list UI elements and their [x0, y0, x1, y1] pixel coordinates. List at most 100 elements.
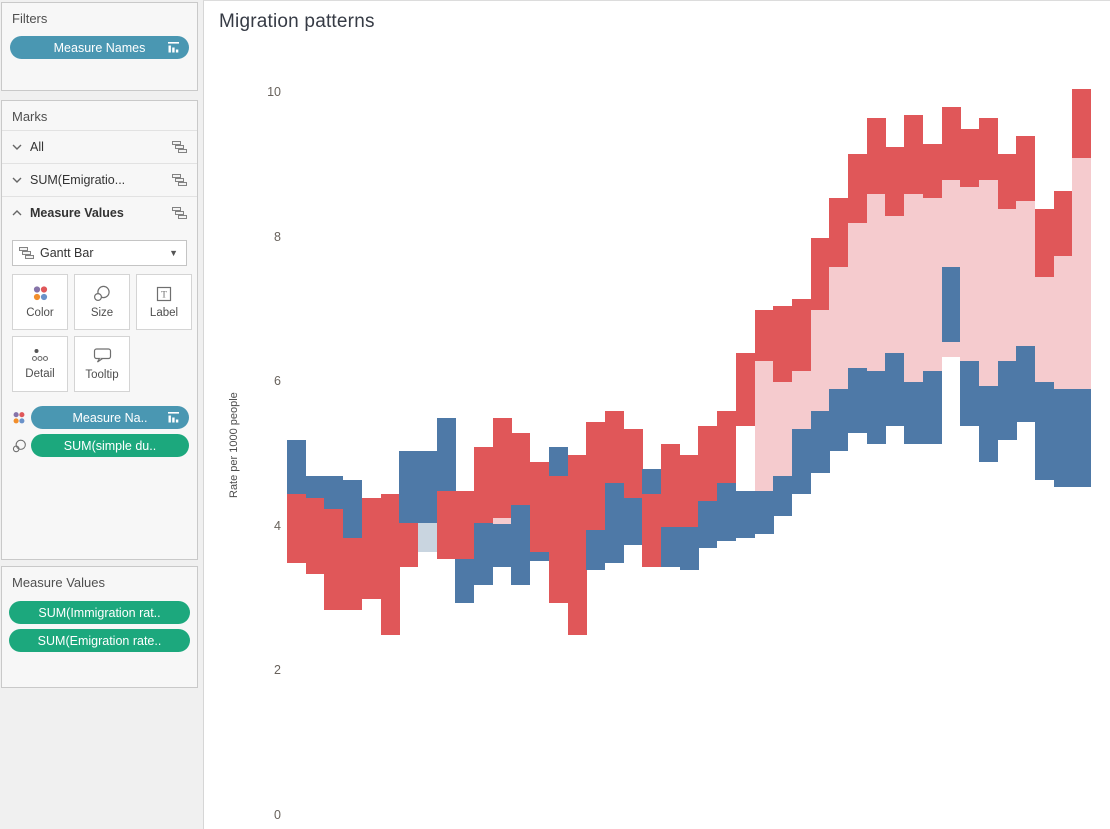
gantt-bar-segment[interactable]: [997, 154, 1017, 209]
gantt-bar-segment[interactable]: [773, 306, 793, 383]
gantt-bar-segment[interactable]: [941, 342, 961, 357]
gantt-bar-segment[interactable]: [829, 389, 849, 451]
tooltip-button[interactable]: Tooltip: [74, 336, 130, 392]
gantt-bar-segment[interactable]: [941, 179, 961, 267]
gantt-bar-segment[interactable]: [661, 526, 680, 567]
gantt-bar-segment[interactable]: [511, 505, 531, 585]
gantt-bar-segment[interactable]: [361, 497, 381, 600]
gantt-bar-segment[interactable]: [679, 454, 699, 527]
gantt-bar-segment[interactable]: [1035, 208, 1054, 278]
gantt-bar-segment[interactable]: [829, 266, 849, 390]
gantt-bar-segment[interactable]: [698, 501, 718, 549]
gantt-bar-segment[interactable]: [305, 497, 325, 574]
gantt-bar-segment[interactable]: [436, 490, 456, 560]
gantt-bar-segment[interactable]: [492, 518, 512, 524]
measure-values-pill-emigration[interactable]: SUM(Emigration rate..: [9, 629, 190, 652]
gantt-bar-segment[interactable]: [848, 223, 867, 368]
gantt-bar-segment[interactable]: [586, 421, 606, 531]
gantt-bar-segment[interactable]: [679, 526, 699, 571]
gantt-bar-segment[interactable]: [399, 523, 419, 567]
gantt-bar-segment[interactable]: [324, 476, 344, 509]
gantt-bar-segment[interactable]: [848, 367, 867, 433]
gantt-bar-segment[interactable]: [324, 508, 344, 610]
gantt-bar-segment[interactable]: [997, 360, 1017, 441]
gantt-bar-segment[interactable]: [1016, 136, 1036, 202]
gantt-bar-segment[interactable]: [530, 461, 550, 553]
gantt-bar-segment[interactable]: [1053, 255, 1073, 390]
gantt-bar-segment[interactable]: [717, 411, 737, 484]
gantt-bar-segment[interactable]: [343, 479, 363, 538]
gantt-bar-segment[interactable]: [978, 179, 998, 386]
gantt-bar-segment[interactable]: [548, 447, 568, 477]
gantt-bar-segment[interactable]: [399, 450, 419, 524]
gantt-bar-segment[interactable]: [829, 197, 849, 267]
gantt-bar-segment[interactable]: [417, 450, 437, 524]
gantt-bar-segment[interactable]: [343, 537, 363, 610]
gantt-bar-segment[interactable]: [810, 237, 830, 310]
gantt-bar-segment[interactable]: [474, 447, 493, 524]
gantt-bar-segment[interactable]: [380, 494, 400, 636]
gantt-bar-segment[interactable]: [997, 208, 1017, 361]
gantt-bar-segment[interactable]: [866, 118, 886, 195]
gantt-bar-segment[interactable]: [305, 476, 325, 498]
gantt-bar-segment[interactable]: [978, 118, 998, 180]
gantt-bar-segment[interactable]: [791, 429, 811, 495]
gantt-bar-segment[interactable]: [866, 194, 886, 372]
gantt-bar-segment[interactable]: [1072, 89, 1092, 159]
gantt-bar-segment[interactable]: [1053, 190, 1073, 256]
gantt-bar-segment[interactable]: [1072, 389, 1092, 488]
gantt-bar-segment[interactable]: [773, 382, 793, 477]
detail-button[interactable]: Detail: [12, 336, 68, 392]
gantt-bar-segment[interactable]: [661, 443, 680, 527]
gantt-bar-segment[interactable]: [848, 154, 867, 224]
gantt-bar-segment[interactable]: [717, 483, 737, 542]
gantt-bar-segment[interactable]: [941, 107, 961, 180]
gantt-bar-segment[interactable]: [735, 353, 755, 426]
gantt-bar-segment[interactable]: [866, 371, 886, 444]
gantt-bar-segment[interactable]: [604, 411, 624, 484]
label-button[interactable]: T Label: [136, 274, 192, 330]
gantt-bar-segment[interactable]: [586, 530, 606, 571]
gantt-bar-segment[interactable]: [492, 418, 512, 519]
gantt-bar-segment[interactable]: [1016, 201, 1036, 347]
gantt-bar-segment[interactable]: [436, 418, 456, 491]
marks-row-all[interactable]: All: [2, 130, 197, 163]
gantt-bar-segment[interactable]: [642, 468, 662, 495]
gantt-bar-segment[interactable]: [735, 490, 755, 538]
measure-values-pill-immigration[interactable]: SUM(Immigration rat..: [9, 601, 190, 624]
gantt-bar-segment[interactable]: [604, 483, 624, 563]
gantt-bar-segment[interactable]: [885, 353, 905, 426]
gantt-bar-segment[interactable]: [1072, 158, 1092, 390]
size-button[interactable]: Size: [74, 274, 130, 330]
gantt-bar-segment[interactable]: [960, 360, 980, 426]
marks-row-sum-emigration[interactable]: SUM(Emigratio...: [2, 163, 197, 196]
gantt-bar-segment[interactable]: [642, 494, 662, 567]
gantt-bar-segment[interactable]: [885, 215, 905, 354]
gantt-bar-segment[interactable]: [960, 186, 980, 361]
gantt-bar-segment[interactable]: [1035, 382, 1054, 480]
gantt-bar-segment[interactable]: [530, 552, 550, 562]
gantt-bar-segment[interactable]: [941, 266, 961, 343]
gantt-bar-segment[interactable]: [474, 523, 493, 585]
gantt-bar-segment[interactable]: [791, 299, 811, 372]
gantt-bar-segment[interactable]: [754, 360, 774, 491]
gantt-bar-segment[interactable]: [754, 490, 774, 535]
marks-row-measure-values[interactable]: Measure Values: [2, 196, 197, 229]
gantt-bar-segment[interactable]: [417, 523, 437, 553]
gantt-bar-segment[interactable]: [922, 143, 942, 198]
gantt-bar-segment[interactable]: [287, 440, 306, 495]
gantt-bar-segment[interactable]: [922, 197, 942, 372]
gantt-bar-segment[interactable]: [960, 129, 980, 187]
shelf-pill-measure-names[interactable]: Measure Na..: [31, 406, 189, 429]
gantt-bar-segment[interactable]: [287, 494, 306, 563]
gantt-bar-segment[interactable]: [1053, 389, 1073, 488]
gantt-bar-segment[interactable]: [810, 309, 830, 412]
gantt-bar-segment[interactable]: [978, 385, 998, 462]
gantt-bar-segment[interactable]: [623, 429, 643, 498]
gantt-bar-segment[interactable]: [567, 454, 587, 636]
shelf-pill-sum-simple-diff[interactable]: SUM(simple du..: [31, 434, 189, 457]
gantt-bar-segment[interactable]: [455, 490, 475, 560]
gantt-bar-segment[interactable]: [904, 114, 924, 195]
gantt-bar-segment[interactable]: [922, 371, 942, 444]
gantt-bar-segment[interactable]: [1016, 346, 1036, 422]
